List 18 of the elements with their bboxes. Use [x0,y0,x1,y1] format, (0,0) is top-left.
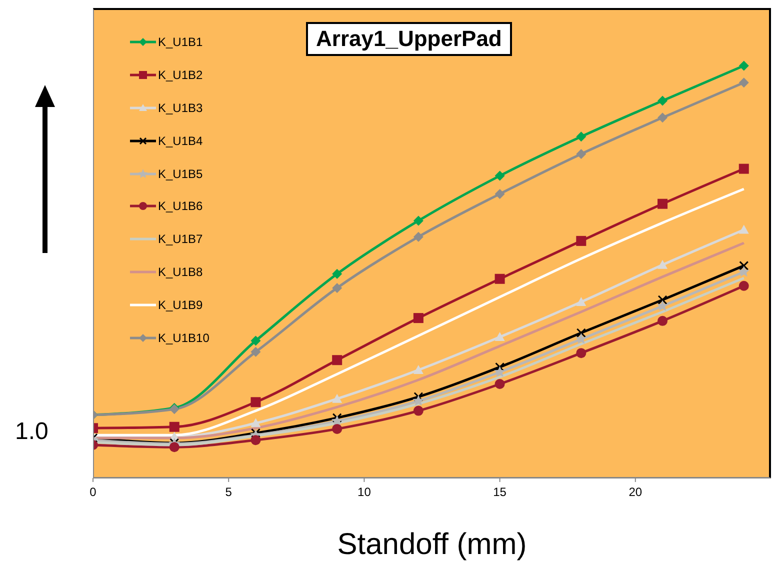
legend-label: K_U1B10 [158,330,210,345]
legend-label: K_U1B2 [158,68,203,82]
legend-label: K_U1B6 [158,199,203,214]
x-tick-label: 10 [358,485,372,499]
x-axis-title: Standoff (mm) [337,528,527,561]
x-tick-label: 20 [628,485,642,499]
x-tick-label: 5 [225,485,232,499]
x-tick-label: 0 [90,485,97,499]
legend-label: K_U1B5 [158,166,203,181]
legend-label: K_U1B7 [158,232,203,246]
legend-label: K_U1B4 [158,134,203,148]
chart-title: Array1_UpperPad [306,22,512,56]
text: 1.0 [15,418,48,446]
legend-label: K_U1B9 [158,298,203,312]
x-tick-label: 15 [493,485,507,499]
legend-label: K_U1B8 [158,264,203,279]
legend-label: K_U1B1 [158,35,203,50]
legend-label: K_U1B3 [158,100,203,115]
